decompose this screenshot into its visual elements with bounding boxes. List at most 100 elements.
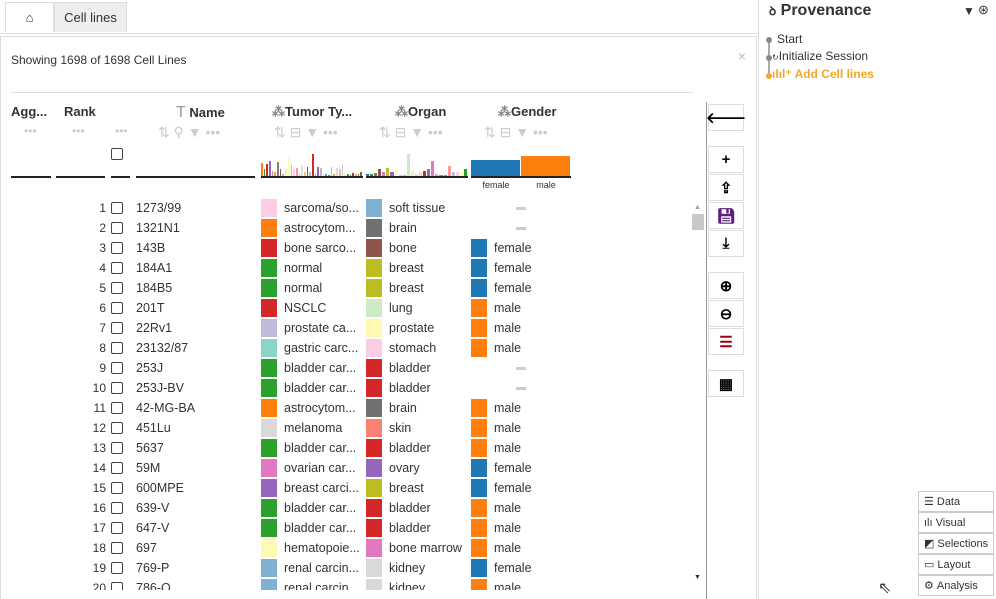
table-row[interactable]: 20 786-O renal carcin... kidney male (0, 578, 690, 590)
data-button[interactable]: ☰ Data (918, 491, 994, 512)
row-checkbox[interactable] (111, 362, 123, 374)
histogram-bar (346, 173, 349, 176)
more-icon[interactable]: ••• (533, 124, 548, 140)
table-row[interactable]: 6 201T NSCLC lung male (0, 298, 690, 318)
row-checkbox[interactable] (111, 582, 123, 590)
table-row[interactable]: 8 23132/87 gastric carc... stomach male (0, 338, 690, 358)
table-row[interactable]: 10 253J-BV bladder car... bladder (0, 378, 690, 398)
column-header-rank[interactable]: Rank (64, 104, 96, 119)
row-checkbox[interactable] (111, 242, 123, 254)
sort-icon[interactable]: ⇅ (158, 124, 170, 140)
tumor-swatch (261, 199, 277, 217)
scroll-thumb[interactable] (692, 214, 704, 230)
search-icon[interactable]: ⚲ (173, 124, 184, 140)
split-icon[interactable]: ⊟ (499, 124, 512, 140)
table-row[interactable]: 18 697 hematopoie... bone marrow male (0, 538, 690, 558)
row-checkbox[interactable] (111, 322, 123, 334)
column-header-agg[interactable]: Agg... (11, 104, 48, 119)
zoom-out-button[interactable]: ⊖ (708, 300, 744, 327)
add-column-button[interactable]: + (708, 146, 744, 173)
visual-button[interactable]: ılı Visual (918, 512, 994, 533)
column-header-gender[interactable]: ⁂Gender (498, 104, 557, 120)
provenance-item-start[interactable]: Start (777, 32, 803, 46)
table-row[interactable]: 5 184B5 normal breast female (0, 278, 690, 298)
table-row[interactable]: 9 253J bladder car... bladder (0, 358, 690, 378)
filter-icon[interactable]: ▼ (305, 124, 320, 140)
filter-icon[interactable]: ▼ (410, 124, 425, 140)
table-row[interactable]: 4 184A1 normal breast female (0, 258, 690, 278)
agg-more-icon[interactable]: ••• (24, 124, 37, 138)
table-row[interactable]: 16 639-V bladder car... bladder male (0, 498, 690, 518)
row-checkbox[interactable] (111, 202, 123, 214)
table-row[interactable]: 3 143B bone sarco... bone female (0, 238, 690, 258)
close-icon[interactable]: × (738, 48, 747, 64)
row-checkbox[interactable] (111, 222, 123, 234)
row-checkbox[interactable] (111, 442, 123, 454)
sort-icon[interactable]: ⇅ (274, 124, 286, 140)
table-row[interactable]: 14 59M ovarian car... ovary female (0, 458, 690, 478)
layout-button[interactable]: ▭ Layout (918, 554, 994, 575)
gender-histogram[interactable] (471, 154, 571, 178)
selections-button[interactable]: ◩ Selections (918, 533, 994, 554)
row-checkbox[interactable] (111, 262, 123, 274)
upload-button[interactable]: ⇪ (708, 174, 744, 201)
row-checkbox[interactable] (111, 482, 123, 494)
row-checkbox[interactable] (111, 422, 123, 434)
filter-icon[interactable]: ▼ (187, 124, 202, 140)
column-header-organ[interactable]: ⁂Organ (395, 104, 446, 120)
table-row[interactable]: 13 5637 bladder car... bladder male (0, 438, 690, 458)
table-row[interactable]: 17 647-V bladder car... bladder male (0, 518, 690, 538)
column-header-tumor[interactable]: ⁂Tumor Ty... (272, 104, 352, 120)
select-more-icon[interactable]: ••• (115, 124, 128, 138)
row-checkbox[interactable] (111, 402, 123, 414)
rank-more-icon[interactable]: ••• (72, 124, 85, 138)
row-checkbox[interactable] (111, 382, 123, 394)
calculator-button[interactable]: ▦ (708, 370, 744, 397)
provenance-item-add[interactable]: ılıl⁺ Add Cell lines (772, 67, 874, 81)
organ-histogram[interactable] (366, 154, 468, 178)
scroll-up-icon[interactable]: ▲ (694, 204, 701, 211)
more-icon[interactable]: ••• (323, 124, 338, 140)
row-checkbox[interactable] (111, 562, 123, 574)
row-checkbox[interactable] (111, 542, 123, 554)
cell-organ: skin (389, 421, 412, 435)
provenance-item-init[interactable]: ↻Initialize Session (772, 49, 868, 63)
filter-icon[interactable]: ▼ (963, 4, 975, 18)
row-checkbox[interactable] (111, 522, 123, 534)
analysis-button[interactable]: ⚙ Analysis (918, 575, 994, 596)
table-row[interactable]: 19 769-P renal carcin... kidney female (0, 558, 690, 578)
table-row[interactable]: 15 600MPE breast carci... breast female (0, 478, 690, 498)
row-checkbox[interactable] (111, 302, 123, 314)
filter-icon[interactable]: ▼ (515, 124, 530, 140)
row-checkbox[interactable] (111, 462, 123, 474)
download-button[interactable]: ⤓ (708, 230, 744, 257)
table-row[interactable]: 2 1321N1 astrocytom... brain (0, 218, 690, 238)
table-row[interactable]: 7 22Rv1 prostate ca... prostate male (0, 318, 690, 338)
row-checkbox[interactable] (111, 502, 123, 514)
name-tools: ⇅ ⚲ ▼ ••• (158, 124, 220, 141)
collapse-button[interactable]: 🡐 (706, 104, 746, 131)
expand-icon[interactable]: ⊛ (978, 2, 989, 17)
row-checkbox[interactable] (111, 282, 123, 294)
zoom-in-button[interactable]: ⊕ (708, 272, 744, 299)
more-icon[interactable]: ••• (205, 124, 221, 140)
save-button[interactable]: 💾︎ (708, 202, 744, 229)
scroll-down-icon[interactable]: ▼ (694, 574, 701, 581)
table-row[interactable]: 1 1273/99 sarcoma/so... soft tissue (0, 198, 690, 218)
list-button[interactable]: ☰ (708, 328, 744, 355)
tab-cell-lines[interactable]: Cell lines (54, 2, 127, 32)
more-icon[interactable]: ••• (428, 124, 443, 140)
scrollbar[interactable]: ▲ ▼ (692, 200, 704, 590)
column-header-name[interactable]: T Name (176, 104, 225, 122)
cell-organ: stomach (389, 341, 437, 355)
row-checkbox[interactable] (111, 342, 123, 354)
table-row[interactable]: 12 451Lu melanoma skin male (0, 418, 690, 438)
tumor-histogram[interactable] (261, 154, 363, 178)
sort-icon[interactable]: ⇅ (379, 124, 391, 140)
split-icon[interactable]: ⊟ (289, 124, 302, 140)
tab-home[interactable]: ⌂ (5, 2, 54, 32)
split-icon[interactable]: ⊟ (394, 124, 407, 140)
table-row[interactable]: 11 42-MG-BA astrocytom... brain male (0, 398, 690, 418)
select-all-checkbox[interactable] (111, 148, 123, 160)
sort-icon[interactable]: ⇅ (484, 124, 496, 140)
